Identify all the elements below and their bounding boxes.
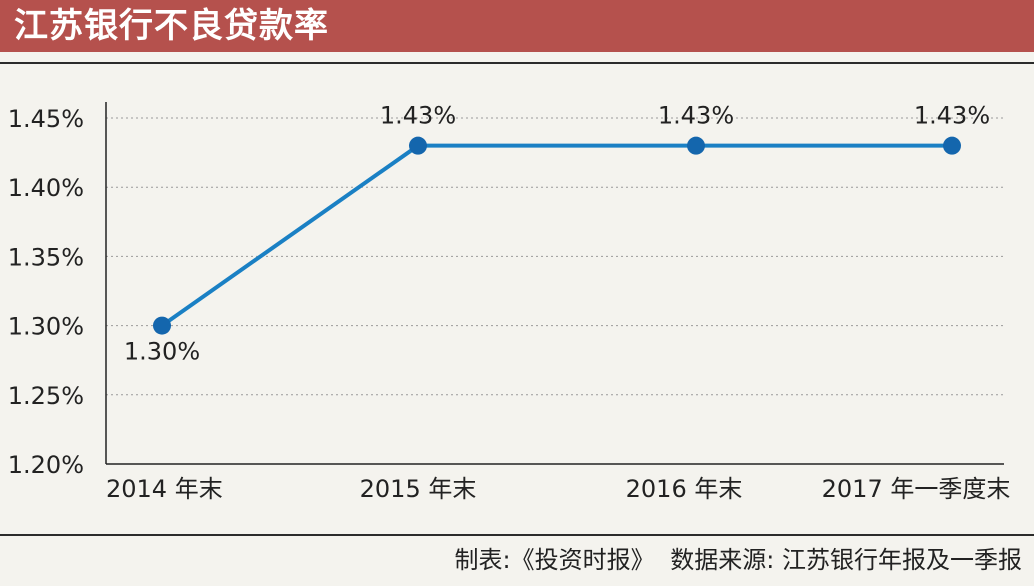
data-point <box>153 316 171 335</box>
data-point <box>687 136 705 155</box>
data-label: 1.43% <box>380 102 456 130</box>
data-label: 1.30% <box>124 338 200 366</box>
y-tick-label: 1.45% <box>8 105 84 133</box>
data-label: 1.43% <box>914 102 990 130</box>
series-line <box>160 143 952 328</box>
footer-credit: 制表:《投资时报》 <box>454 546 655 574</box>
bottom-rule <box>0 534 1034 536</box>
x-tick-label: 2016 年末 <box>626 475 743 503</box>
y-tick-label: 1.25% <box>8 382 84 410</box>
data-label: 1.43% <box>658 102 734 130</box>
y-tick-label: 1.30% <box>8 313 84 341</box>
x-tick-label: 2015 年末 <box>360 475 477 503</box>
y-tick-label: 1.20% <box>8 451 84 479</box>
x-tick-label: 2017 年一季度末 <box>822 475 1011 503</box>
y-tick-label: 1.40% <box>8 174 84 202</box>
line-chart: 1.20% 1.25% 1.30% 1.35% 1.40% 1.45% 2014 年末 201… <box>8 102 1011 503</box>
top-rule <box>0 62 1034 64</box>
data-point <box>943 136 961 155</box>
y-tick-label: 1.35% <box>8 243 84 271</box>
title-bar: 江苏银行不良贷款率 <box>0 0 1034 52</box>
chart-title: 江苏银行不良贷款率 <box>14 6 329 46</box>
footer: 制表:《投资时报》 数据来源: 江苏银行年报及一季报 <box>447 543 1022 577</box>
x-tick-label: 2014 年末 <box>106 475 223 503</box>
data-point <box>409 136 427 155</box>
footer-source: 数据来源: 江苏银行年报及一季报 <box>670 546 1022 574</box>
